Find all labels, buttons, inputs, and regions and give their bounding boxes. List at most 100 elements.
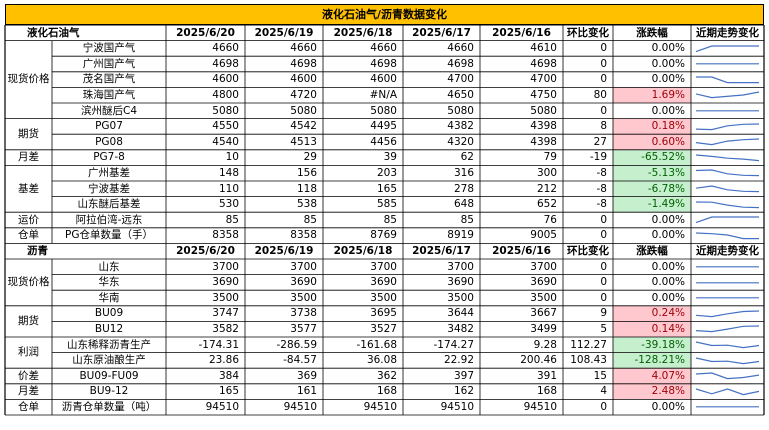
value-cell: 168 (376, 385, 397, 398)
value-cell: 4600 (370, 73, 397, 86)
trend-sparkline (696, 63, 759, 65)
value-cell: 4382 (447, 120, 474, 133)
pct-change-cell: 0.00% (651, 400, 685, 413)
value-cell: 3500 (447, 291, 474, 304)
value-cell: 3738 (290, 307, 317, 320)
row-name: 山东稀释沥青生产 (67, 338, 151, 351)
value-cell: 9.28 (533, 338, 557, 351)
trend-sparkline (695, 388, 760, 396)
row-name: BU09 (94, 307, 124, 320)
value-cell: 110 (218, 182, 239, 195)
column-header: 2025/6/16 (492, 244, 551, 257)
value-cell: 9005 (530, 229, 557, 242)
value-cell: 3500 (212, 291, 239, 304)
sparkline-series (695, 372, 760, 380)
category-label: 月差 (18, 151, 39, 164)
value-cell: 3700 (370, 260, 397, 273)
pct-change-cell: 0.00% (651, 57, 685, 70)
trend-sparkline (695, 325, 760, 333)
value-cell: 316 (453, 166, 474, 179)
trend-sparkline (696, 266, 759, 268)
trend-sparkline (695, 357, 760, 364)
sparkline-series (695, 232, 759, 239)
category-label: 仓单 (18, 229, 39, 242)
value-cell: 10 (225, 151, 239, 164)
value-cell: 3527 (370, 322, 397, 335)
pct-change-cell: -39.18% (613, 337, 691, 353)
change-cell: 0 (600, 73, 607, 86)
category-label: 运价 (18, 213, 39, 226)
value-cell: 4610 (530, 42, 557, 55)
row-name: 珠海国产气 (82, 88, 136, 101)
column-header: 近期走势变化 (696, 244, 759, 257)
value-cell: 62 (460, 151, 474, 164)
trend-sparkline (695, 310, 760, 318)
value-cell: 3499 (530, 322, 557, 335)
change-cell: 0 (600, 291, 607, 304)
category-label: 月差 (18, 385, 39, 398)
trend-sparkline (695, 91, 760, 99)
change-cell: 0 (600, 276, 607, 289)
sparkline-series (695, 122, 760, 130)
row-name: 宁波国产气 (82, 42, 136, 55)
trend-sparkline (696, 406, 759, 408)
value-cell: 4800 (212, 88, 239, 101)
value-cell: 4540 (212, 135, 239, 148)
value-cell: 162 (453, 385, 474, 398)
value-cell: 23.86 (208, 354, 239, 367)
value-cell: 4660 (447, 42, 474, 55)
change-cell: 0 (600, 400, 607, 413)
column-header: 2025/6/19 (254, 26, 314, 39)
value-cell: 369 (296, 369, 317, 382)
value-cell: 4513 (290, 135, 317, 148)
category-label: 现货价格 (7, 276, 50, 289)
row-name: 沥青仓单数量（吨） (61, 400, 157, 413)
row-name: BU09-FU09 (79, 369, 139, 382)
category-label: 期货 (18, 127, 39, 140)
trend-sparkline (695, 341, 760, 349)
pct-change-cell: -65.52% (613, 149, 691, 166)
value-cell: 4700 (447, 73, 474, 86)
value-cell: 94510 (363, 400, 397, 413)
column-header: 2025/6/19 (254, 244, 314, 257)
value-cell: 3700 (530, 260, 557, 273)
change-cell: 4 (600, 385, 607, 398)
row-name: 山东原油酿生产 (72, 354, 146, 367)
pct-change-cell: -128.21% (613, 352, 691, 369)
sparkline-series (695, 169, 760, 177)
value-cell: 648 (453, 198, 474, 211)
value-cell: 4698 (447, 57, 474, 70)
trend-sparkline (696, 76, 759, 83)
value-cell: 278 (453, 182, 474, 195)
value-cell: 4698 (290, 57, 317, 70)
column-header: 2025/6/17 (412, 26, 471, 39)
change-cell: 5 (600, 322, 607, 335)
value-cell: 5080 (290, 104, 317, 117)
row-name: PG仓单数量（手） (65, 229, 153, 242)
sparkline-series (695, 200, 760, 208)
change-cell: 0 (600, 57, 607, 70)
value-cell: 5080 (447, 104, 474, 117)
value-cell: 8919 (447, 229, 474, 242)
change-cell: 0 (600, 229, 607, 242)
value-cell: 4600 (290, 73, 317, 86)
change-cell: 112.27 (570, 338, 607, 351)
pct-change-cell: 0.00% (651, 276, 685, 289)
value-cell: 4660 (370, 42, 397, 55)
pct-change-cell: 0.00% (651, 73, 685, 86)
value-cell: 4720 (290, 88, 317, 101)
category-label: 基差 (18, 182, 39, 195)
row-name: BU9-12 (89, 385, 129, 398)
trend-sparkline (695, 122, 760, 130)
row-name: PG08 (95, 135, 123, 148)
column-header: 涨跌幅 (636, 26, 668, 39)
column-header: 2025/6/16 (492, 26, 551, 39)
value-cell: 4650 (447, 88, 474, 101)
trend-sparkline (695, 200, 760, 208)
pct-change-cell: 0.00% (651, 291, 685, 304)
value-cell: 118 (296, 182, 317, 195)
column-header: 2025/6/18 (333, 244, 393, 257)
value-cell: 3482 (447, 322, 474, 335)
